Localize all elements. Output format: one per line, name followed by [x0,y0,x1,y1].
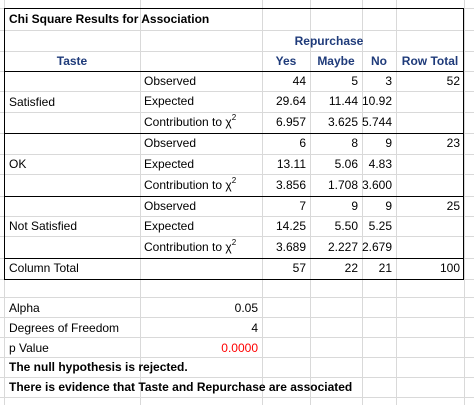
group-label: Satisfied [9,95,56,109]
yes-header: Yes [275,54,297,68]
observed-label: Observed [144,74,197,88]
value-cell: 5 [351,74,358,88]
value-cell: 11.44 [328,94,358,108]
gridline [464,0,465,405]
gridline [0,357,474,358]
value-cell: 1.708 [327,178,358,192]
gridline [310,0,311,405]
gridline [396,0,397,405]
gridline [0,91,474,92]
pvalue-value: 0.0000 [221,341,258,355]
column-total-cell: 21 [378,261,392,275]
alpha-label: Alpha [9,301,40,315]
column-total-cell: 57 [292,261,306,275]
value-cell: 3.856 [275,178,306,192]
gridline [0,30,474,31]
group-rule [4,133,464,134]
row-total-cell: 52 [446,74,460,88]
contribution-label: Contribution to χ2 [144,113,237,130]
gridline [0,236,474,237]
value-cell: 4.83 [368,157,392,171]
table-border [4,8,464,280]
group-rule [4,196,464,197]
taste-header: Taste [56,54,88,68]
gridline [0,154,474,155]
value-cell: 3 [385,74,392,88]
observed-label: Observed [144,199,197,213]
gridline [0,377,474,378]
expected-label: Expected [144,94,195,108]
value-cell: 14.25 [275,219,306,233]
column-total-cell: 22 [344,261,358,275]
column-total-label: Column Total [9,261,79,275]
gridline [0,397,474,398]
value-cell: 44 [292,74,306,88]
conclusion-line-2: There is evidence that Taste and Repurch… [9,380,353,394]
gridline [140,0,141,405]
value-cell: 3.600 [362,178,393,192]
no-header: No [371,54,387,68]
value-cell: 5.744 [362,115,393,129]
df-value: 4 [251,321,258,335]
repurchase-header: Repurchase [294,34,364,48]
expected-label: Expected [144,219,195,233]
value-cell: 3.689 [275,240,306,254]
df-label: Degrees of Freedom [9,321,120,335]
contribution-label: Contribution to χ2 [144,238,237,255]
alpha-value: 0.05 [234,301,258,315]
value-cell: 6 [299,136,306,150]
value-cell: 3.625 [327,115,358,129]
row-total-header: Row Total [401,54,459,68]
contribution-label: Contribution to χ2 [144,176,237,193]
value-cell: 10.92 [362,94,393,108]
group-label: Not Satisfied [9,219,78,233]
group-rule [4,258,464,259]
value-cell: 8 [351,136,358,150]
value-cell: 9 [385,199,392,213]
header-rule [4,71,464,72]
value-cell: 5.06 [334,157,358,171]
value-cell: 9 [385,136,392,150]
value-cell: 5.25 [368,219,392,233]
group-label: OK [9,157,27,171]
gridline [262,0,263,405]
value-cell: 5.50 [334,219,358,233]
value-cell: 7 [299,199,306,213]
row-total-cell: 25 [446,199,460,213]
gridline [0,174,474,175]
table-title: Chi Square Results for Association [9,12,210,26]
value-cell: 2.679 [362,240,393,254]
value-cell: 9 [351,199,358,213]
expected-label: Expected [144,157,195,171]
gridline [0,216,474,217]
row-total-cell: 23 [446,136,460,150]
value-cell: 2.227 [327,240,358,254]
observed-label: Observed [144,136,197,150]
grand-total-cell: 100 [439,261,460,275]
gridline [0,317,474,318]
gridline [362,0,363,405]
gridline [0,337,474,338]
conclusion-line-1: The null hypothesis is rejected. [9,360,188,374]
maybe-header: Maybe [317,54,355,68]
value-cell: 6.957 [275,115,306,129]
gridline [0,51,474,52]
pvalue-label: p Value [9,341,49,355]
gridline [0,112,474,113]
value-cell: 29.64 [275,94,306,108]
gridline [0,297,474,298]
value-cell: 13.11 [276,157,306,171]
